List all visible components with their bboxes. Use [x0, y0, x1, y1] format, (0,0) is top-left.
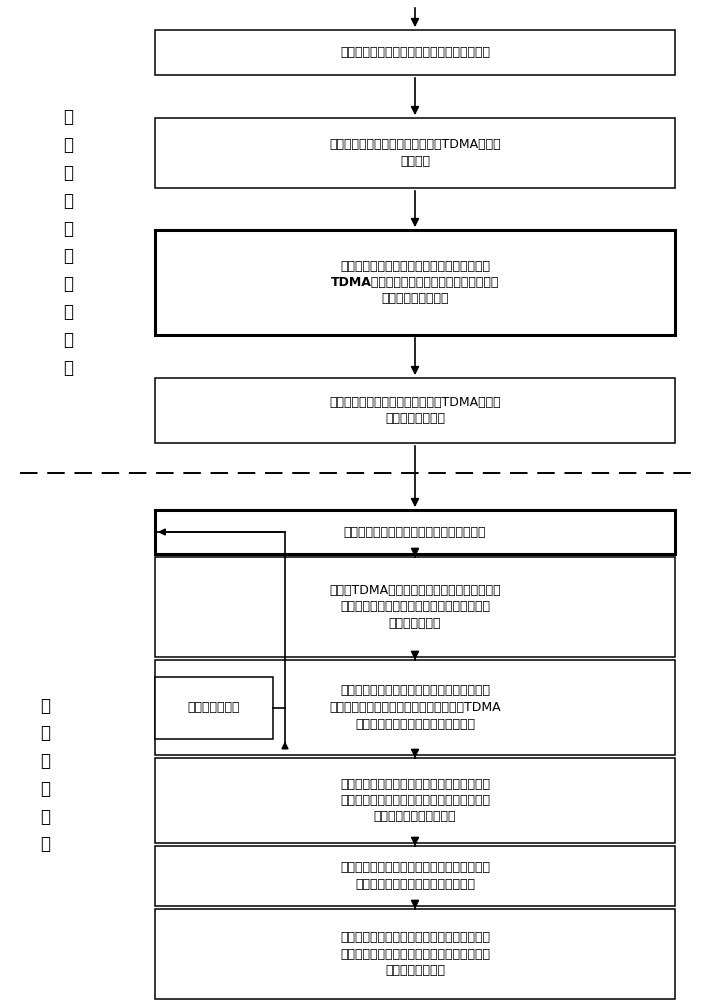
FancyBboxPatch shape [155, 118, 675, 188]
FancyBboxPatch shape [155, 378, 675, 443]
FancyBboxPatch shape [155, 30, 675, 75]
FancyBboxPatch shape [155, 676, 273, 738]
Text: 正
常
通
信
流
程: 正 常 通 信 流 程 [40, 696, 50, 854]
FancyBboxPatch shape [155, 846, 675, 906]
Text: 各站收发各类控制突发，完成跳频TDMA组网，
进入正常通信状态: 各站收发各类控制突发，完成跳频TDMA组网， 进入正常通信状态 [329, 396, 501, 425]
FancyBboxPatch shape [155, 557, 675, 657]
Text: 调制器在完成配置后，将按当前的突发序号取
得对应的突发数据包立即进行发送；: 调制器在完成配置后，将按当前的突发序号取 得对应的突发数据包立即进行发送； [340, 861, 490, 891]
FancyBboxPatch shape [155, 230, 675, 335]
Text: 确定目的站能力，选择合适的发送载波分帧: 确定目的站能力，选择合适的发送载波分帧 [343, 526, 486, 538]
Text: 解调器按收到突发的时刻对应的跳频图案和帧
结构信息，获得正确的频率、速率、类型等参
数，予以解调接收: 解调器按收到突发的时刻对应的跳频图案和帧 结构信息，获得正确的频率、速率、类型等… [340, 931, 490, 977]
Text: 下个数据包接入: 下个数据包接入 [188, 701, 240, 714]
Text: 根据设定的帧结构和本站各突发时刻、类型信
息，将上一帧周期内缓存的业务数据进行TDMA
突发组包，并按突发序号全部缓存；: 根据设定的帧结构和本站各突发时刻、类型信 息，将上一帧周期内缓存的业务数据进行T… [329, 684, 501, 730]
Text: 主站根据定时基准确定的突发时刻，进行跳频
TDMA系统的变速率帧结构配置，完成变速率
分帧和时隙时刻划分: 主站根据定时基准确定的突发时刻，进行跳频 TDMA系统的变速率帧结构配置，完成变… [331, 259, 499, 306]
Text: 每个突发时刻到时，根据帧结构中设计的当前
时隙的收发频率、速率、类型等信息，对调制
解调即时进行参数配置；: 每个突发时刻到时，根据帧结构中设计的当前 时隙的收发频率、速率、类型等信息，对调… [340, 778, 490, 824]
FancyBboxPatch shape [155, 510, 675, 554]
FancyBboxPatch shape [155, 660, 675, 755]
Text: 在每一TDMA帧开始的时刻，各地球站接收星上
时间信息和控制突发，获取每帧内本站各突发
时刻、类型信息: 在每一TDMA帧开始的时刻，各地球站接收星上 时间信息和控制突发，获取每帧内本站… [329, 584, 501, 630]
Text: 帧
结
构
配
置
与
组
网
流
程: 帧 结 构 配 置 与 组 网 流 程 [63, 108, 73, 377]
Text: 星载设备在下行链路中下发星上跳频时间信息: 星载设备在下行链路中下发星上跳频时间信息 [340, 46, 490, 59]
FancyBboxPatch shape [155, 909, 675, 999]
FancyBboxPatch shape [155, 758, 675, 843]
Text: 地面终端提取该信息作为各地面站TDMA突发时
刻基准；: 地面终端提取该信息作为各地面站TDMA突发时 刻基准； [329, 138, 501, 168]
